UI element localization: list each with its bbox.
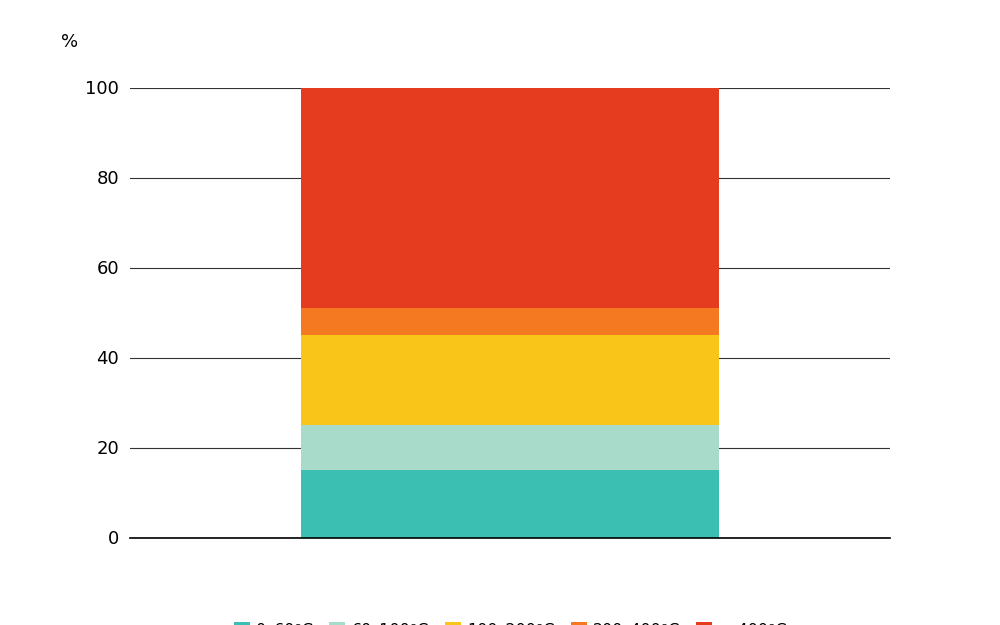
- Legend: 0–60ºC, 60–100ºC, 100–200ºC, 200–400ºC, > 400ºC: 0–60ºC, 60–100ºC, 100–200ºC, 200–400ºC, …: [234, 622, 786, 625]
- Bar: [301, 88, 719, 308]
- Bar: [301, 425, 719, 470]
- Bar: [301, 335, 719, 425]
- Text: %: %: [61, 34, 78, 51]
- Bar: [301, 308, 719, 335]
- Bar: [301, 470, 719, 538]
